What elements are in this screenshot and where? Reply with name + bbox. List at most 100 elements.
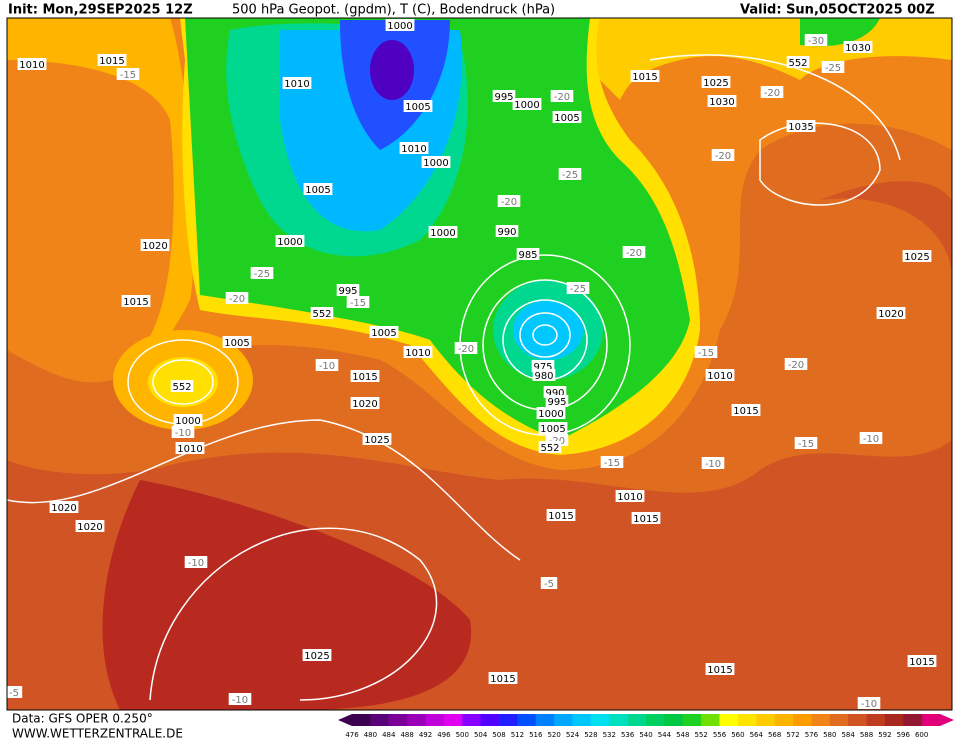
colorbar-swatch [682,714,702,726]
colorbar-label: 596 [897,731,911,739]
temperature-label-box [760,86,784,98]
temperature-label-box [622,246,646,258]
isobar-label-box [492,90,516,102]
temperature-label-box [228,693,252,705]
isobar-label: 1000 [175,416,200,427]
isobar-label-box [121,295,151,307]
colorbar-swatch [627,714,647,726]
colorbar-label: 484 [382,731,396,739]
colorbar-swatch [443,714,463,726]
temperature-label: -10 [861,699,877,710]
isobar-label-box [631,512,661,524]
isobar-label: 1025 [364,435,389,446]
isobar-label: 1010 [617,492,642,503]
height-label: 552 [172,382,191,393]
temperature-label-box [454,342,478,354]
map-field: 1010 1015 1010 1000 1005 1010 1000 1005 1000 1000… [7,18,952,710]
colorbar-label: 544 [658,731,672,739]
isobar-label: 1015 [733,406,758,417]
temperature-label-box [346,296,370,308]
isobar-label: 1005 [371,328,396,339]
temperature-label-box [857,697,881,709]
field-darkred [102,480,472,710]
isobar-label: 1000 [423,158,448,169]
temperature-label: -5 [544,579,554,590]
colorbar-label: 592 [878,731,891,739]
temperature-label-box [566,282,590,294]
temperature-label-box [784,358,808,370]
isobar-label-box [536,407,566,419]
temperature-label: -20 [501,197,517,208]
height-label-box [310,307,334,319]
isobar-label-box [399,142,429,154]
isobar-label-box [538,422,568,434]
temperature-label-box [184,556,208,568]
field-red-ne [820,181,952,280]
temperature-label: -20 [554,92,570,103]
colorbar-label: 512 [511,731,524,739]
isobar-label-box [705,369,735,381]
temperature-label-box [250,267,274,279]
isobar-label-box [532,369,556,381]
temperature-label: -30 [808,36,824,47]
isobar-label-box [282,77,312,89]
isobar-label: 1030 [845,43,870,54]
isobar-label: 995 [338,286,357,297]
isobar-label-box [75,520,105,532]
temperature-label: -15 [798,439,814,450]
isobar-label-box [630,70,660,82]
isobar-label-box [336,284,360,296]
colorbar-swatch [609,714,629,726]
colorbar-label: 580 [823,731,836,739]
colorbar-swatch [590,714,610,726]
isobar-label: 1015 [352,372,377,383]
colorbar-label: 500 [456,731,469,739]
isobar-label: 1010 [177,444,202,455]
temperature-label: -15 [120,70,136,81]
isobar-label: 1025 [304,651,329,662]
isobar-label: 1005 [554,113,579,124]
isobar-label: 1020 [352,399,377,410]
isobar-label: 1000 [538,409,563,420]
isobar-label-box [731,404,761,416]
isobar-label-box [140,239,170,251]
isobar-label-box [701,76,731,88]
colorbar-swatch [462,714,482,726]
isobar-label: 1015 [707,665,732,676]
field-low-core [513,300,583,360]
isobar-label: 1025 [904,252,929,263]
colorbar-swatch [572,714,592,726]
isobar-label-box [546,509,576,521]
height-label: 552 [312,309,331,320]
isobar-label: 1005 [540,424,565,435]
temperature-label: -20 [764,88,780,99]
footer-data: Data: GFS OPER 0.250° [12,712,153,726]
isobar-label: 995 [547,397,566,408]
colorbar-swatch [517,714,537,726]
temperature-label-box [821,61,845,73]
isobar-label: 1020 [77,522,102,533]
temperature-label: -10 [319,361,335,372]
temperature-label-box [171,426,195,438]
colorbar-swatch [774,714,794,726]
temperature-label: -20 [788,360,804,371]
temperature-label-box [804,34,828,46]
map-title: 500 hPa Geopot. (gpdm), T (C), Bodendruc… [232,3,555,18]
isobar-label: 1010 [405,348,430,359]
colorbar-swatch [756,714,776,726]
colorbar-arrow-right [940,714,954,726]
isobar-label-box [97,54,127,66]
isobar-label: 1015 [632,72,657,83]
isobar-label-box [902,250,932,262]
isobar-label-box [175,442,205,454]
isobar-label-box [173,414,203,426]
temperature-label-box [497,195,521,207]
temperature-label: -20 [229,294,245,305]
colorbar-swatch [701,714,720,726]
colorbar-label: 556 [713,731,727,739]
colorbar-swatch [737,714,757,726]
colorbar-label: 564 [750,731,764,739]
temperature-label: -20 [458,344,474,355]
valid-label: Valid: Sun,05OCT2025 00Z [740,3,935,18]
